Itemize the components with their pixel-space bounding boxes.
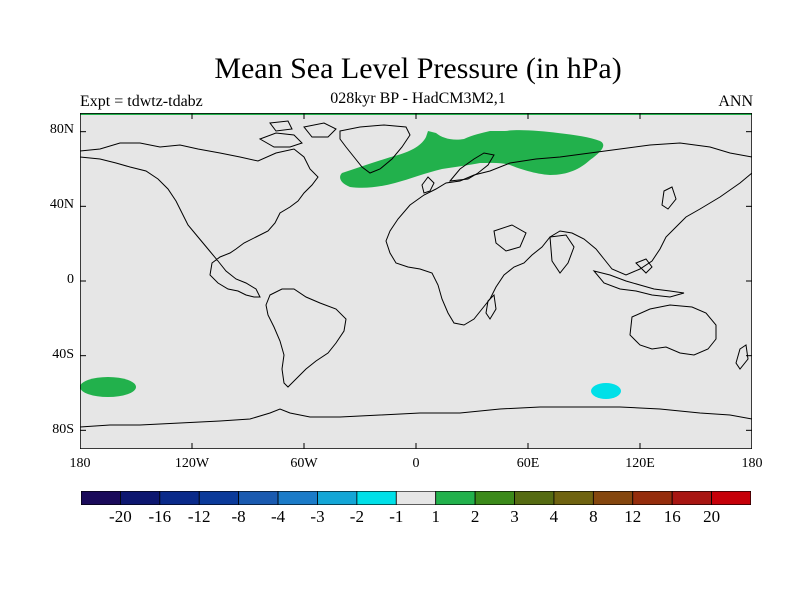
- colorbar: [81, 491, 751, 505]
- colorbar-label: -20: [109, 507, 132, 526]
- positive-anomaly-north-atlantic: [340, 130, 604, 188]
- coastline-antarctica: [80, 406, 752, 428]
- lon-tick-180w: 180: [69, 456, 91, 471]
- lon-tick-60e: 60E: [516, 456, 540, 471]
- coastline-north-america: [80, 142, 319, 298]
- colorbar-label: -16: [148, 507, 172, 526]
- colorbar-swatch: [395, 491, 437, 505]
- coastline-india: [549, 234, 575, 274]
- colorbar-label: 2: [470, 507, 480, 526]
- colorbar-swatch: [632, 491, 673, 505]
- lat-tick-40n: 40N: [49, 197, 74, 212]
- chart-subtitle: 028kyr BP - HadCM3M2,1: [330, 90, 506, 107]
- coastline-south-america: [265, 288, 347, 388]
- colorbar-label: -12: [187, 507, 211, 526]
- colorbar-swatch: [277, 491, 318, 505]
- colorbar-label: 12: [624, 507, 642, 526]
- lon-tick-60w: 60W: [290, 456, 318, 471]
- positive-anomaly-south-pacific: [80, 377, 136, 397]
- colorbar-swatch: [238, 491, 279, 505]
- colorbar-swatch: [317, 491, 358, 505]
- colorbar-label: -8: [231, 507, 246, 526]
- lon-tick-180e: 180: [741, 456, 763, 471]
- lon-tick-120e: 120E: [625, 456, 655, 471]
- coastline-new-zealand: [735, 344, 749, 370]
- coastline-madagascar: [485, 293, 497, 320]
- negative-anomaly-southern-ocean: [591, 383, 621, 399]
- colorbar-swatch: [711, 491, 751, 505]
- colorbar-label: -3: [310, 507, 325, 526]
- colorbar-label: 8: [589, 507, 598, 526]
- season-label: ANN: [718, 93, 753, 110]
- coastlines: [80, 120, 752, 428]
- lat-tick-40s: 40S: [52, 347, 74, 362]
- chart-title: Mean Sea Level Pressure (in hPa): [214, 52, 622, 85]
- lon-tick-120w: 120W: [174, 456, 210, 471]
- colorbar-label: 20: [703, 507, 721, 526]
- colorbar-swatch: [159, 491, 200, 505]
- coastline-japan: [661, 186, 677, 210]
- colorbar-swatch: [356, 491, 397, 505]
- coastline-australia: [629, 304, 717, 356]
- lat-tick-0: 0: [67, 272, 74, 287]
- colorbar-swatch: [514, 491, 555, 505]
- colorbar-swatch: [671, 491, 712, 505]
- colorbar-swatch: [198, 491, 240, 505]
- colorbar-label: -1: [389, 507, 404, 526]
- lat-tick-80n: 80N: [49, 122, 74, 137]
- coastline-scandinavia: [448, 152, 495, 182]
- colorbar-swatch: [592, 491, 634, 505]
- colorbar-swatch: [474, 491, 515, 505]
- coastline-arabia: [493, 224, 527, 252]
- tick-marks: [80, 113, 752, 449]
- coastline-eurasia-africa: [385, 142, 752, 326]
- colorbar-swatch: [435, 491, 476, 505]
- map-frame: [80, 113, 752, 449]
- coastline-arctic-islands: [258, 120, 337, 148]
- lat-tick-80s: 80S: [52, 422, 74, 437]
- coastline-british-isles: [421, 176, 435, 194]
- colorbar-label: 3: [510, 507, 519, 526]
- experiment-label: Expt = tdwtz-tdabz: [80, 93, 203, 110]
- colorbar-label: -4: [271, 507, 286, 526]
- colorbar-label: 4: [549, 507, 559, 526]
- colorbar-label: 1: [431, 507, 440, 526]
- colorbar-label: 16: [663, 507, 681, 526]
- colorbar-label: -2: [349, 507, 364, 526]
- lon-tick-0: 0: [412, 456, 420, 471]
- coastline-greenland: [339, 124, 411, 174]
- coastline-indonesia: [592, 258, 685, 298]
- colorbar-swatch: [120, 491, 161, 505]
- colorbar-swatch: [553, 491, 594, 505]
- colorbar-swatch: [81, 491, 121, 505]
